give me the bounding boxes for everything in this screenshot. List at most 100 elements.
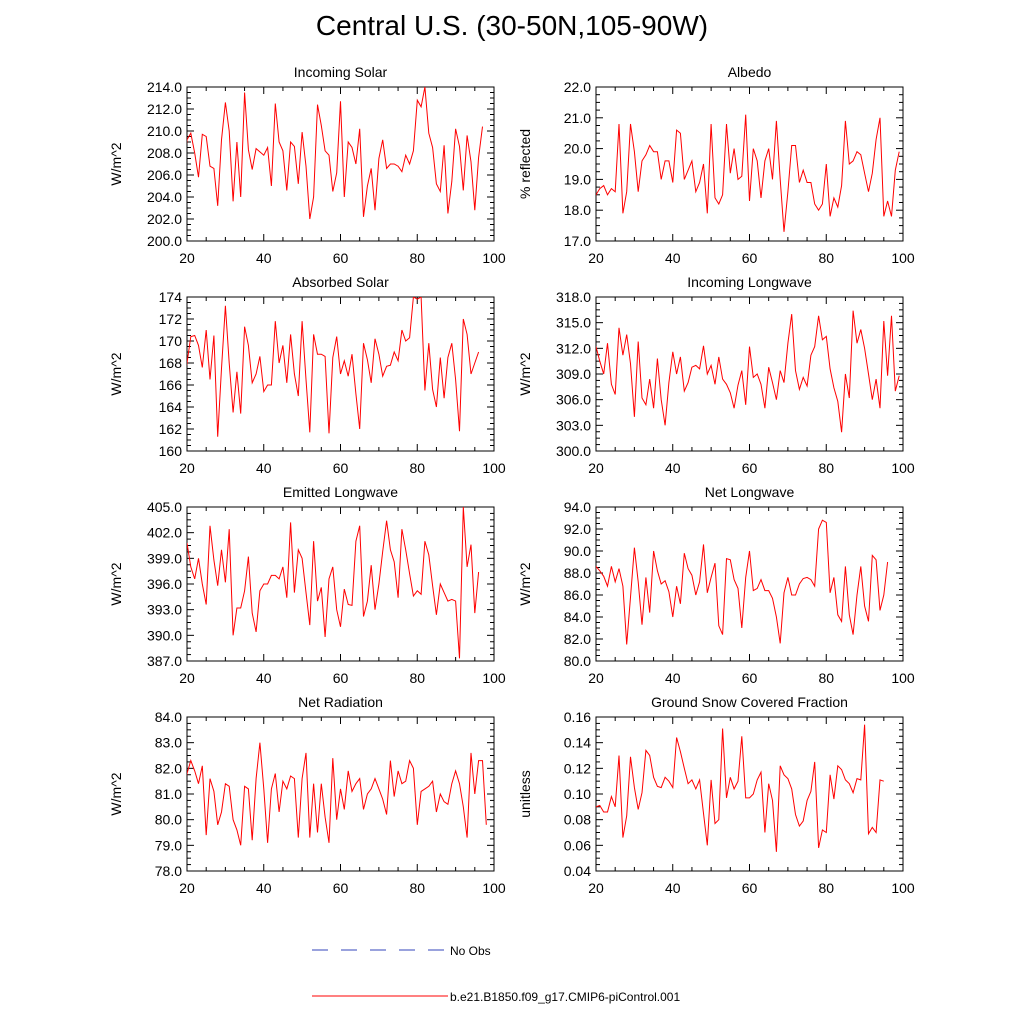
y-tick-label: 168 <box>159 355 183 371</box>
y-tick-label: 21.0 <box>564 110 591 126</box>
chart-title: Ground Snow Covered Fraction <box>651 694 848 710</box>
chart-title: Net Longwave <box>705 484 795 500</box>
x-tick-label: 100 <box>482 670 506 686</box>
series-line <box>187 742 487 846</box>
y-tick-label: 82.0 <box>155 760 182 776</box>
y-tick-label: 315.0 <box>556 315 591 331</box>
series-line <box>187 297 480 437</box>
x-tick-label: 40 <box>665 670 681 686</box>
y-tick-label: 402.0 <box>147 525 182 541</box>
x-tick-label: 60 <box>333 670 349 686</box>
x-tick-label: 60 <box>333 250 349 266</box>
y-tick-label: 22.0 <box>564 79 591 95</box>
x-tick-label: 60 <box>742 880 758 896</box>
y-tick-label: 18.0 <box>564 202 591 218</box>
x-tick-label: 20 <box>588 250 604 266</box>
chart-title: Incoming Longwave <box>687 274 812 290</box>
series-line <box>187 507 480 659</box>
page-title: Central U.S. (30-50N,105-90W) <box>315 10 709 41</box>
y-tick-label: 204.0 <box>147 189 182 205</box>
y-tick-label: 306.0 <box>556 392 591 408</box>
plot-frame <box>186 716 495 872</box>
y-axis-label: W/m^2 <box>517 562 533 605</box>
y-tick-label: 0.14 <box>564 735 591 751</box>
x-tick-label: 20 <box>179 460 195 476</box>
series-line <box>596 114 900 232</box>
x-tick-label: 20 <box>588 460 604 476</box>
x-tick-label: 80 <box>818 880 834 896</box>
chart-albedo: Albedo % reflected 17.0 18.0 19.0 20.0 21.0 22.… <box>517 64 915 266</box>
y-tick-label: 200.0 <box>147 233 182 249</box>
series-line <box>187 87 483 220</box>
y-axis-label: unitless <box>517 770 533 817</box>
y-tick-label: 88.0 <box>564 565 591 581</box>
chart-incoming-longwave: Incoming Longwave W/m^2 300.0 303.0 306.0 309… <box>517 274 915 476</box>
y-tick-label: 170 <box>159 333 183 349</box>
x-tick-label: 60 <box>742 250 758 266</box>
y-tick-label: 90.0 <box>564 543 591 559</box>
y-tick-label: 172 <box>159 311 183 327</box>
x-tick-label: 100 <box>482 250 506 266</box>
y-tick-label: 405.0 <box>147 499 182 515</box>
x-tick-label: 20 <box>588 670 604 686</box>
y-tick-label: 80.0 <box>564 653 591 669</box>
series-line <box>596 724 884 852</box>
x-tick-label: 80 <box>409 460 425 476</box>
x-tick-label: 60 <box>333 880 349 896</box>
x-tick-label: 100 <box>891 460 915 476</box>
x-tick-label: 20 <box>179 670 195 686</box>
x-tick-label: 80 <box>818 250 834 266</box>
y-tick-label: 84.0 <box>155 709 182 725</box>
x-tick-label: 20 <box>179 880 195 896</box>
y-tick-label: 0.10 <box>564 786 591 802</box>
y-tick-label: 390.0 <box>147 627 182 643</box>
legend-label-model: b.e21.B1850.f09_g17.CMIP6-piControl.001 <box>450 990 680 1004</box>
y-tick-label: 78.0 <box>155 863 182 879</box>
x-tick-label: 80 <box>409 880 425 896</box>
x-tick-label: 40 <box>665 250 681 266</box>
plot-frame <box>595 506 904 662</box>
chart-ground-snow-covered-fraction: Ground Snow Covered Fraction unitless 0.04… <box>517 694 915 896</box>
y-tick-label: 212.0 <box>147 101 182 117</box>
y-tick-label: 166 <box>159 377 183 393</box>
chart-title: Net Radiation <box>298 694 383 710</box>
y-tick-label: 82.0 <box>564 631 591 647</box>
y-tick-label: 309.0 <box>556 366 591 382</box>
y-tick-label: 0.16 <box>564 709 591 725</box>
x-tick-label: 80 <box>818 460 834 476</box>
y-tick-label: 387.0 <box>147 653 182 669</box>
x-tick-label: 40 <box>665 460 681 476</box>
chart-title: Absorbed Solar <box>292 274 389 290</box>
y-tick-label: 210.0 <box>147 123 182 139</box>
y-tick-label: 303.0 <box>556 417 591 433</box>
y-axis-label: W/m^2 <box>517 352 533 395</box>
x-tick-label: 40 <box>256 460 272 476</box>
chart-absorbed-solar: Absorbed Solar W/m^2 160 162 164 166 168 170 172… <box>108 274 506 476</box>
y-tick-label: 206.0 <box>147 167 182 183</box>
y-tick-label: 318.0 <box>556 289 591 305</box>
y-tick-label: 208.0 <box>147 145 182 161</box>
y-tick-label: 80.0 <box>155 812 182 828</box>
chart-title: Albedo <box>728 64 772 80</box>
legend: No Obs b.e21.B1850.f09_g17.CMIP6-piContr… <box>312 944 680 1004</box>
y-tick-label: 19.0 <box>564 171 591 187</box>
y-tick-label: 0.12 <box>564 760 591 776</box>
plot-frame <box>186 506 495 662</box>
x-tick-label: 80 <box>409 250 425 266</box>
x-tick-label: 100 <box>891 250 915 266</box>
x-tick-label: 60 <box>742 670 758 686</box>
chart-net-radiation: Net Radiation W/m^2 78.0 79.0 80.0 81.0 82.0 83… <box>108 694 506 896</box>
y-axis-label: % reflected <box>517 129 533 199</box>
y-axis-label: W/m^2 <box>108 142 124 185</box>
y-tick-label: 17.0 <box>564 233 591 249</box>
chart-incoming-solar: Incoming Solar W/m^2 200.0 202.0 204.0 206.0 2… <box>108 64 506 266</box>
y-tick-label: 399.0 <box>147 550 182 566</box>
x-tick-label: 40 <box>256 880 272 896</box>
x-tick-label: 20 <box>588 880 604 896</box>
x-tick-label: 20 <box>179 250 195 266</box>
y-tick-label: 300.0 <box>556 443 591 459</box>
y-tick-label: 79.0 <box>155 837 182 853</box>
y-tick-label: 86.0 <box>564 587 591 603</box>
y-tick-label: 0.08 <box>564 812 591 828</box>
y-tick-label: 92.0 <box>564 521 591 537</box>
